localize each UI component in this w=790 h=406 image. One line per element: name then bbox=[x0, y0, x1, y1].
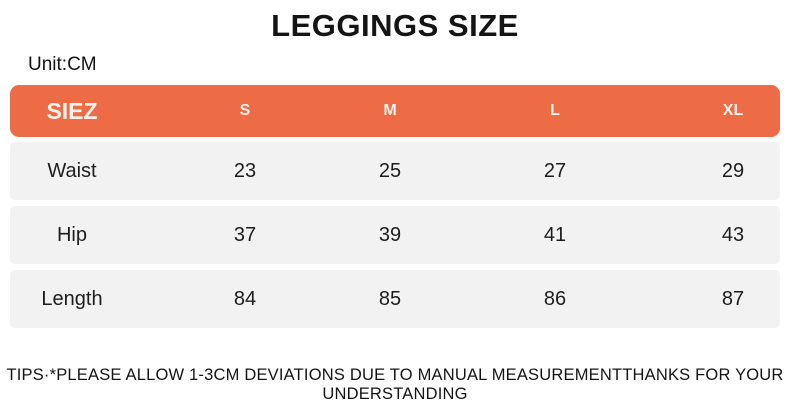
hip-s-value: 37 bbox=[233, 223, 257, 246]
length-xl-value: 87 bbox=[721, 287, 745, 310]
header-cell-m: M bbox=[383, 102, 397, 119]
waist-m-value: 25 bbox=[378, 159, 402, 182]
waist-s-value: 23 bbox=[233, 159, 257, 182]
row-label-hip: Hip bbox=[56, 223, 87, 246]
length-m-value: 85 bbox=[378, 287, 402, 310]
length-s-value: 84 bbox=[233, 287, 257, 310]
table-row-waist: Waist 23 25 27 29 bbox=[10, 142, 780, 200]
hip-m-value: 39 bbox=[378, 223, 402, 246]
header-cell-xl: XL bbox=[722, 102, 744, 119]
table-row-hip: Hip 37 39 41 43 bbox=[10, 206, 780, 264]
unit-label: Unit:CM bbox=[28, 54, 97, 75]
header-cell-size: SIEZ bbox=[46, 97, 98, 124]
length-l-value: 86 bbox=[543, 287, 567, 310]
measurement-disclaimer: TIPS·*PLEASE ALLOW 1-3CM DEVIATIONS DUE … bbox=[6, 366, 784, 403]
page-title: LEGGINGS SIZE bbox=[271, 8, 519, 43]
table-header-row: SIEZ S M L XL bbox=[10, 85, 780, 137]
waist-xl-value: 29 bbox=[721, 159, 745, 182]
header-cell-l: L bbox=[550, 102, 560, 119]
row-label-waist: Waist bbox=[47, 159, 97, 182]
row-label-length: Length bbox=[41, 287, 103, 310]
hip-xl-value: 43 bbox=[721, 223, 745, 246]
waist-l-value: 27 bbox=[543, 159, 567, 182]
hip-l-value: 41 bbox=[543, 223, 567, 246]
size-table: SIEZ S M L XL Waist 23 25 27 29 Hip 37 3… bbox=[10, 85, 780, 334]
table-row-length: Length 84 85 86 87 bbox=[10, 270, 780, 328]
header-cell-s: S bbox=[239, 102, 251, 119]
